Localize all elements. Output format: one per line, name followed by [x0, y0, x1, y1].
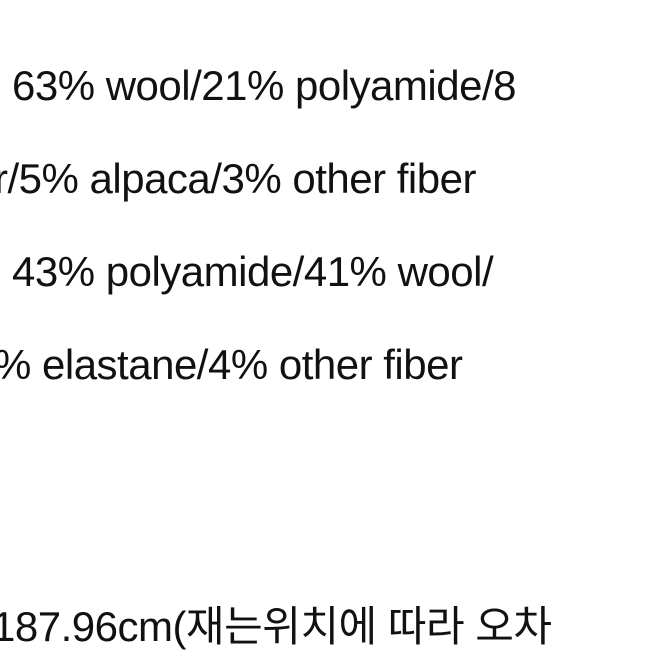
composition-line-2: r/5% alpaca/3% other fiber [0, 155, 476, 203]
composition-line-4: % elastane/4% other fiber [0, 341, 462, 389]
composition-line-1: 63% wool/21% polyamide/8 [12, 62, 516, 110]
document-crop: 63% wool/21% polyamide/8 r/5% alpaca/3% … [0, 0, 667, 667]
composition-line-3: 43% polyamide/41% wool/ [12, 248, 493, 296]
measurement-line: 187.96cm(재는위치에 따라 오차 [0, 593, 552, 654]
